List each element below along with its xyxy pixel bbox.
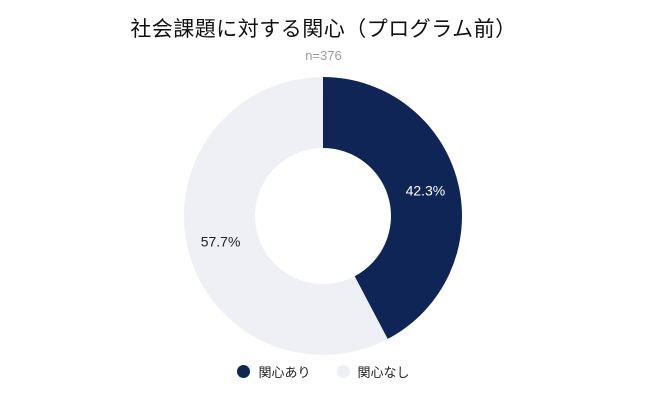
slice-label-1: 57.7% bbox=[201, 233, 241, 249]
slice-label-0: 42.3% bbox=[406, 183, 446, 199]
slice-1[interactable] bbox=[184, 77, 388, 355]
chart-title: 社会課題に対する関心（プログラム前） bbox=[130, 17, 517, 41]
legend: 関心あり 関心なし bbox=[0, 362, 647, 381]
legend-item-interested[interactable]: 関心あり bbox=[237, 362, 311, 381]
legend-swatch-not-interested bbox=[336, 365, 350, 378]
legend-label-interested: 関心あり bbox=[258, 366, 311, 381]
legend-swatch-interested bbox=[237, 365, 251, 378]
legend-item-not-interested[interactable]: 関心なし bbox=[336, 362, 410, 381]
chart-subtitle: n=376 bbox=[305, 48, 342, 63]
legend-label-not-interested: 関心なし bbox=[357, 366, 410, 381]
slice-0[interactable] bbox=[323, 77, 463, 340]
